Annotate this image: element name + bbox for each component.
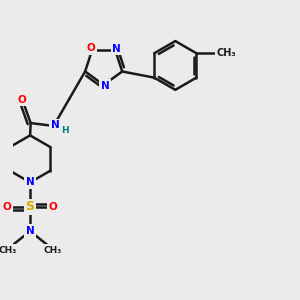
Text: N: N [112, 44, 121, 54]
Text: N: N [26, 226, 34, 236]
Text: N: N [51, 120, 59, 130]
Text: O: O [86, 43, 95, 53]
Text: O: O [18, 94, 26, 105]
Text: CH₃: CH₃ [0, 246, 16, 255]
Text: CH₃: CH₃ [217, 48, 236, 58]
Text: CH₃: CH₃ [44, 246, 62, 255]
Text: O: O [49, 202, 57, 212]
Text: S: S [26, 200, 34, 213]
Text: H: H [61, 126, 68, 135]
Text: N: N [101, 81, 110, 91]
Text: O: O [3, 202, 11, 212]
Text: N: N [26, 177, 34, 188]
